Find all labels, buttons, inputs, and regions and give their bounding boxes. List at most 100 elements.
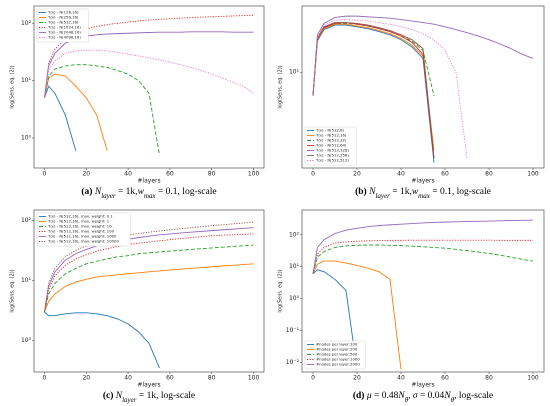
y-tick-label: 10⁰ (289, 295, 300, 302)
series-line (44, 73, 108, 151)
x-tick-label: 20 (82, 171, 90, 178)
x-tick-label: 60 (441, 375, 449, 382)
caption-part: layer (122, 396, 137, 404)
x-tick-label: 80 (485, 171, 493, 178)
series-line (312, 239, 533, 274)
series-line (44, 64, 160, 156)
y-tick-label: 10¹ (21, 77, 32, 84)
legend-box (36, 8, 89, 43)
panel: 0 20 40 60 80 100 10⁰ 10¹ 10² #layers log(Sens. eq… (10, 5, 265, 200)
caption: (a) Nlayer = 1k,wmax = 0.1, log-scale (81, 186, 216, 199)
caption-part: N (443, 391, 451, 401)
legend-label: T(x) - N(4096,16) (47, 35, 81, 40)
caption-part: (a) (81, 186, 92, 197)
plot-frame (301, 209, 545, 373)
caption-part: max (418, 192, 431, 200)
caption: (b) Nlayer = 1k,wmax = 0.1, log-scale (355, 186, 491, 199)
y-tick-label: 10² (21, 217, 32, 224)
legend-label: T(x) - N(512,16), max. weight: 0.1 (47, 214, 113, 219)
legend: T(x) - N(512,8)T(x) - N(512,16) T(x) - N(… (304, 126, 357, 166)
panel: 0 20 40 60 80 100 10¹ #layers log(Sens. eq. (2))… (278, 5, 545, 200)
series-line (44, 311, 160, 369)
caption-part: = 1k, (116, 187, 138, 197)
legend: #nodes per layer:100 #nodes per layer:200… (304, 340, 366, 370)
legend-label: T(x) - N(2048,16) (47, 30, 81, 35)
series-line (312, 24, 435, 163)
x-tick-label: 100 (527, 375, 539, 382)
plot-frame (301, 5, 545, 169)
caption-part: layer (101, 192, 116, 200)
plot-frame (33, 209, 265, 373)
series-line (312, 22, 435, 96)
caption-part: N (397, 391, 405, 401)
legend-label: #nodes per layer:100 (316, 342, 358, 347)
x-tick-label: 0 (311, 375, 315, 382)
legend-label: T(x) - N(1024,16) (47, 25, 81, 30)
caption-part: θ (451, 396, 455, 404)
caption-part: = 0.04 (418, 391, 445, 401)
series-line (44, 49, 254, 98)
series-line (312, 22, 435, 159)
panel: 0 20 40 60 80 100 10⁻² 10⁻¹ 10⁰ 10¹ 10² #layers log(… (278, 209, 545, 404)
x-tick-label: 80 (208, 375, 216, 382)
legend-label: #nodes per layer:500 (316, 352, 358, 357)
x-axis-label: #layers (137, 382, 160, 389)
series-line (44, 263, 254, 313)
series-line (312, 15, 534, 96)
caption-part: μ (364, 391, 371, 401)
legend-box (304, 126, 357, 166)
caption-part: = 1k, log-scale (137, 391, 196, 401)
legend-label: T(x) - N(512,8) (315, 128, 345, 133)
y-axis-label: log(Sens. eq. (2)) (10, 269, 16, 312)
legend-label: T(x) - N(512,16), max. weight: 1 (47, 219, 110, 224)
x-tick-label: 40 (397, 375, 405, 382)
legend-label: T(x) - N(512,16) (47, 20, 79, 25)
legend-label: T(x) - N(128,16) (47, 10, 79, 15)
caption-part: = 0.48 (372, 391, 399, 401)
x-tick-label: 20 (82, 375, 90, 382)
legend-label: T(x) - N(512,16), max. weight: 1000 (47, 234, 117, 239)
caption-part: N (113, 391, 122, 401)
series-line (44, 244, 254, 313)
series-line (312, 19, 468, 159)
caption-part: , log-scale (454, 391, 493, 401)
legend-label: T(x) - N(512,16), max. weight: 10 (47, 224, 112, 229)
y-tick-label: 10⁻² (286, 359, 300, 366)
caption-part: θ (405, 396, 409, 404)
x-tick-label: 60 (441, 171, 449, 178)
y-tick-label: 10² (289, 231, 300, 238)
caption-part: (d) (353, 390, 365, 401)
x-tick-label: 40 (397, 171, 405, 178)
x-tick-label: 20 (353, 171, 361, 178)
legend-label: #nodes per layer:1000 (316, 357, 360, 362)
y-tick-label: 10⁰ (21, 135, 32, 142)
series-line (44, 85, 77, 151)
legend-label: T(x) - N(256,16) (47, 15, 79, 20)
legend-box (304, 340, 366, 370)
legend: T(x) - N(128,16)T(x) - N(256,16)T(x) - N… (36, 8, 89, 43)
x-tick-label: 40 (124, 375, 132, 382)
y-tick-label: 10¹ (21, 277, 32, 284)
x-axis-label: #layers (411, 382, 434, 389)
legend-box (36, 212, 131, 247)
legend-label: T(x) - N(512,16) (315, 133, 347, 138)
x-tick-label: 0 (311, 171, 315, 178)
legend: T(x) - N(512,16), max. weight: 0.1T(x) -… (36, 212, 131, 247)
caption-part: , (408, 391, 413, 401)
caption-part: layer (375, 192, 390, 200)
y-axis-label: log(Sens. eq. (2)) (278, 65, 284, 108)
x-tick-label: 80 (208, 171, 216, 178)
series-line (44, 14, 254, 98)
series-line (44, 233, 254, 313)
caption-part: N (367, 187, 376, 197)
series-line (312, 219, 534, 274)
series-line (44, 221, 254, 313)
caption-part: w (138, 187, 145, 197)
x-tick-label: 60 (166, 375, 174, 382)
x-tick-label: 20 (353, 375, 361, 382)
legend-label: T(x) - N(512,64) (315, 143, 347, 148)
legend-label: #nodes per layer:2000 (316, 362, 360, 367)
series-line (312, 269, 358, 370)
series-line (312, 244, 534, 274)
caption-part: = 1k, (390, 187, 412, 197)
